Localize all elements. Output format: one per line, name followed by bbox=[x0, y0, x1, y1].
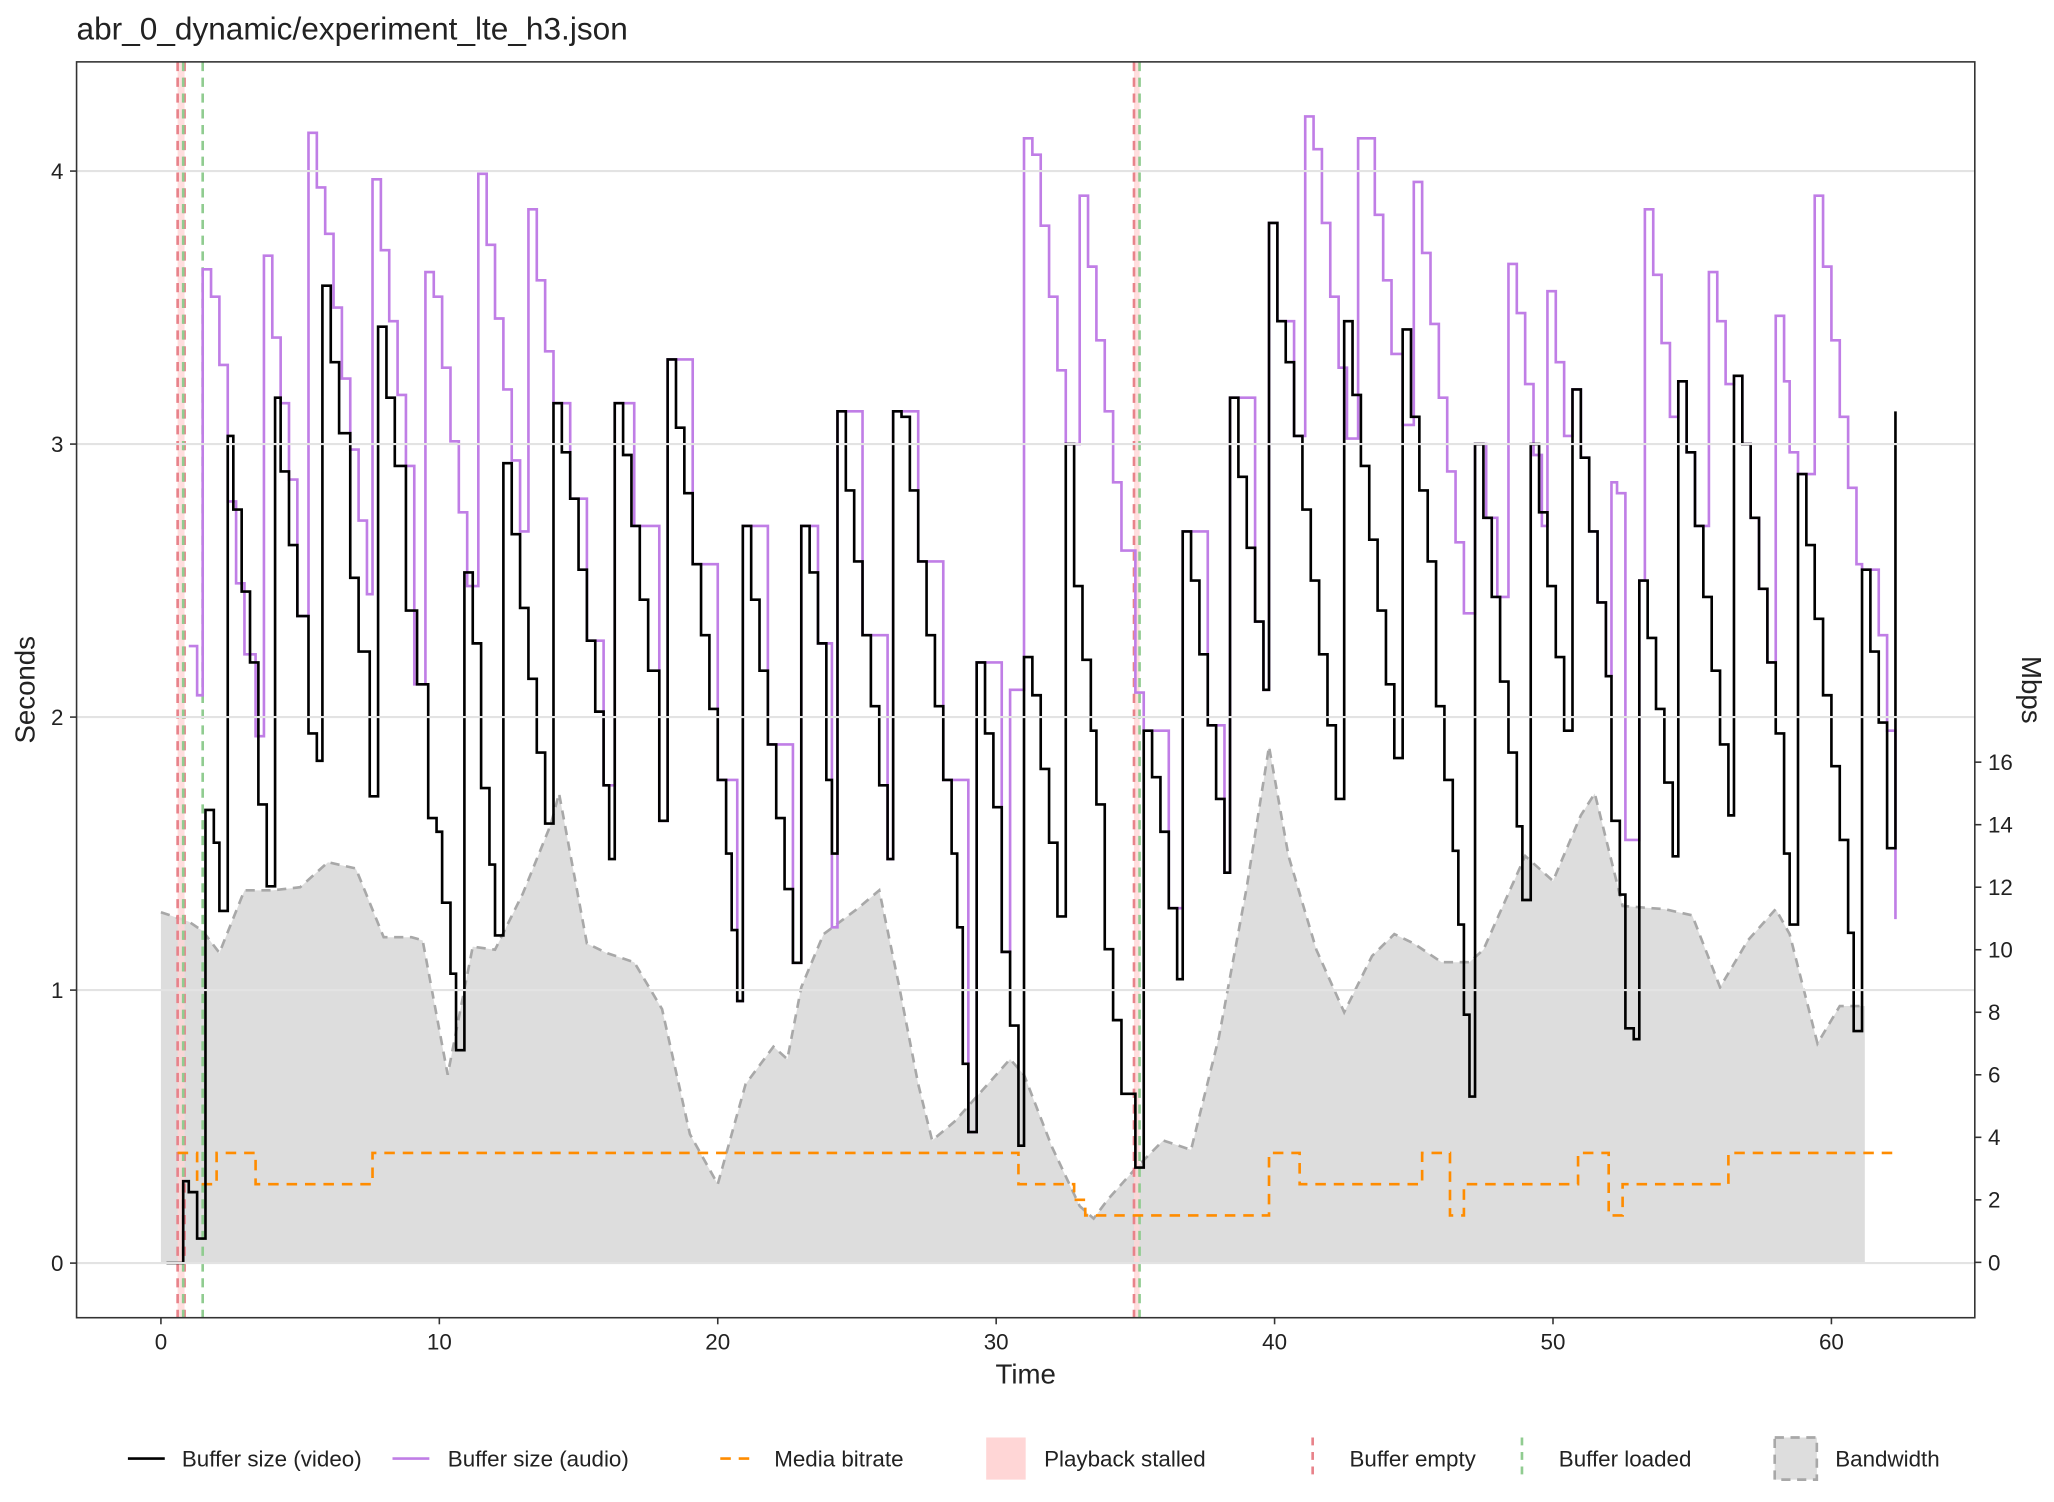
y2-tick-label: 12 bbox=[1988, 875, 2013, 900]
plot-border bbox=[75, 61, 1976, 1319]
x-tick-label: 60 bbox=[1819, 1329, 1844, 1354]
y-tick-label: 2 bbox=[51, 705, 63, 730]
legend-label: Bandwidth bbox=[1835, 1446, 1939, 1471]
line-series bbox=[177, 1151, 1896, 1217]
y-axis-title: Seconds bbox=[9, 636, 40, 744]
legend-label: Buffer size (audio) bbox=[448, 1446, 629, 1471]
y2-tick-label: 14 bbox=[1988, 813, 2013, 838]
y2-tick-label: 0 bbox=[1988, 1250, 2000, 1275]
legend-label: Buffer size (video) bbox=[182, 1446, 362, 1471]
x-tick-label: 10 bbox=[427, 1329, 452, 1354]
legend-label: Playback stalled bbox=[1044, 1446, 1206, 1471]
x-tick-label: 20 bbox=[705, 1329, 730, 1354]
area-fill bbox=[160, 746, 1865, 1263]
x-tick-label: 50 bbox=[1541, 1329, 1566, 1354]
y-tick-label: 4 bbox=[51, 159, 63, 184]
legend-label: Buffer empty bbox=[1350, 1446, 1477, 1471]
y-tick-label: 1 bbox=[51, 978, 63, 1003]
x-tick-label: 30 bbox=[984, 1329, 1009, 1354]
y2-tick-label: 4 bbox=[1988, 1125, 2000, 1150]
line-series bbox=[188, 115, 1897, 1134]
y-tick-label: 3 bbox=[51, 432, 63, 457]
y2-tick-label: 10 bbox=[1988, 938, 2013, 963]
stall-band bbox=[177, 61, 185, 1318]
y2-tick-label: 6 bbox=[1988, 1063, 2000, 1088]
y-tick-label: 0 bbox=[51, 1251, 63, 1276]
chart-title: abr_0_dynamic/experiment_lte_h3.json bbox=[77, 10, 628, 46]
y2-axis-title: Mbps bbox=[2016, 656, 2047, 724]
legend-label: Media bitrate bbox=[774, 1446, 903, 1471]
y2-tick-label: 2 bbox=[1988, 1188, 2000, 1213]
area-edge bbox=[160, 746, 1865, 1221]
x-tick-label: 40 bbox=[1262, 1329, 1287, 1354]
legend-label: Buffer loaded bbox=[1559, 1446, 1692, 1471]
legend-key bbox=[986, 1437, 1026, 1480]
y2-tick-label: 16 bbox=[1988, 750, 2013, 775]
line-series bbox=[166, 221, 1897, 1265]
x-tick-label: 0 bbox=[155, 1329, 167, 1354]
y2-tick-label: 8 bbox=[1988, 1000, 2000, 1025]
legend-key bbox=[1773, 1436, 1819, 1481]
stall-band bbox=[1133, 61, 1140, 1318]
plot-area bbox=[160, 61, 1897, 1318]
x-axis-title: Time bbox=[995, 1359, 1055, 1390]
